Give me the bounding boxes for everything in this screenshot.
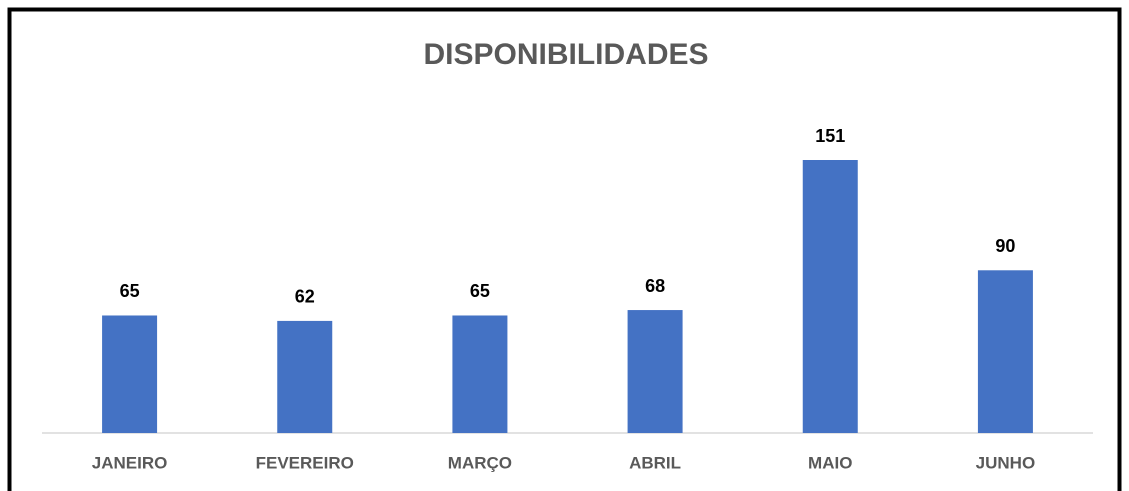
x-tick-label: MAIO bbox=[808, 453, 852, 472]
x-tick-label: MARÇO bbox=[448, 453, 512, 472]
bar bbox=[102, 315, 158, 433]
bar bbox=[977, 270, 1033, 433]
data-label: 65 bbox=[470, 281, 490, 301]
bar bbox=[802, 160, 858, 433]
x-tick-label: JANEIRO bbox=[92, 453, 168, 472]
data-label: 68 bbox=[645, 276, 665, 296]
data-label: 151 bbox=[815, 126, 845, 146]
data-label: 65 bbox=[120, 281, 140, 301]
chart-border bbox=[7, 7, 1122, 491]
x-tick-label: FEVEREIRO bbox=[256, 453, 354, 472]
bar bbox=[452, 315, 508, 433]
data-label: 62 bbox=[295, 287, 315, 307]
bar bbox=[627, 310, 683, 433]
bar bbox=[277, 320, 333, 433]
x-tick-label: ABRIL bbox=[629, 453, 681, 472]
chart-title: DISPONIBILIDADES bbox=[423, 38, 708, 71]
x-tick-label: JUNHO bbox=[976, 453, 1036, 472]
data-label: 90 bbox=[995, 236, 1015, 256]
